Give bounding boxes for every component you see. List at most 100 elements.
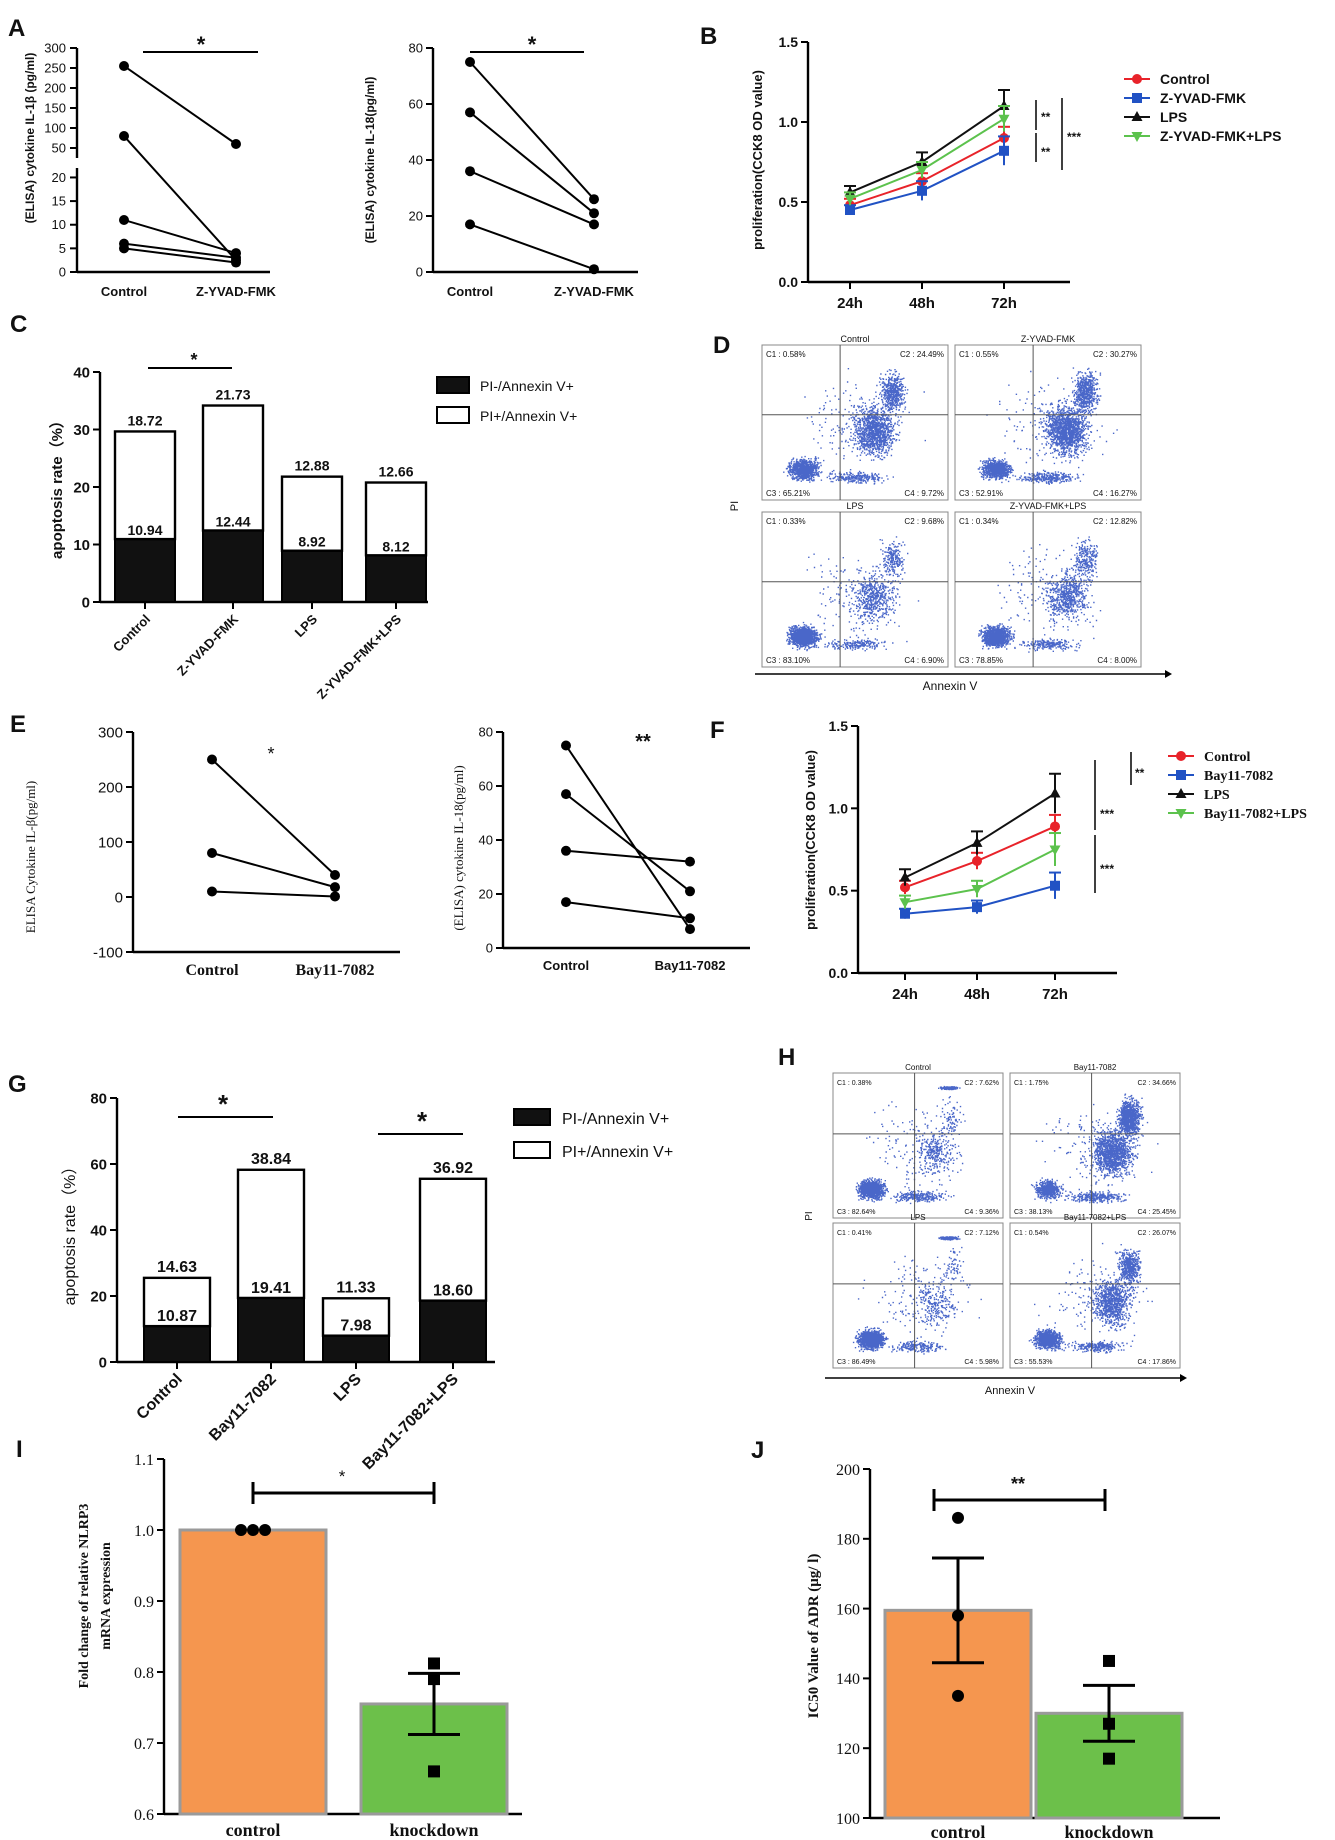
a1-y-lower-tick-3: 5 [59,241,66,256]
c-legend-label-0: PI-/Annexin V+ [480,378,574,394]
g-bar-upper-3 [418,1177,488,1302]
d-gate-c2-0: C2 : 24.49% [900,350,944,359]
e2-point-treat-2 [685,856,695,867]
h-y-label: PI [804,1211,815,1220]
e1-y-tick-2: 100 [98,834,123,851]
c-label-lower-2: 8.92 [298,534,325,550]
a2-point-treat-1 [589,208,599,219]
b-y-tick-3: 1.5 [779,34,799,50]
i-point-0-1 [247,1524,259,1536]
c-y-tick-2: 20 [73,479,90,496]
a2-x-tick-1: Z-YVAD-FMK [554,284,635,299]
h-gate-c3-3: C3 : 55.53% [1014,1359,1053,1366]
g-sig-1: * [417,1106,428,1136]
g-bar-upper-2 [321,1297,391,1337]
j-y-tick-3: 160 [836,1601,860,1618]
chart-f: proliferation(CCK8 OD value) 0.0 0.5 1.0 1.… [803,718,1307,1003]
e1-y-tick-0: -100 [93,944,123,961]
g-label-lower-2: 7.98 [340,1318,371,1335]
b-sig-0: ** [1041,110,1051,124]
i-y-tick-0: 0.6 [134,1807,154,1824]
a1-pair-line-4 [123,247,237,264]
b-x-tick-2: 72h [991,295,1017,312]
c-label-upper-0: 18.72 [127,412,162,428]
g-x-tick-2: LPS [331,1371,365,1405]
i-y-tick-2: 0.8 [134,1665,154,1682]
d-gate-c3-1: C3 : 52.91% [959,489,1003,498]
f-legend-label-0: Control [1204,750,1251,765]
f-y-tick-3: 1.5 [829,718,849,734]
i-point-1-1 [428,1673,440,1686]
panel-labels: A B C D E F G H I J [8,15,795,1464]
e1-sig: * [267,744,274,764]
h-events-0 [855,1085,966,1205]
h-events-2 [852,1235,982,1355]
h-gate-c4-2: C4 : 5.98% [964,1359,999,1366]
a1-point-control-4 [119,243,129,254]
f-sig-0: *** [1100,807,1114,821]
j-point-0-2 [952,1689,964,1702]
b-y-tick-0: 0.0 [779,274,799,290]
f-point-3-2 [1049,845,1061,856]
a2-point-control-3 [465,219,475,230]
c-bar-upper-0 [113,430,177,541]
g-label-lower-3: 18.60 [433,1283,473,1300]
a1-sig: * [197,32,206,57]
d-gate-c4-3: C4 : 8.00% [1097,656,1137,665]
g-bar-upper-1 [236,1168,306,1300]
g-sig-0: * [218,1089,229,1119]
j-point-0-1 [952,1609,964,1622]
f-point-1-1 [972,902,982,913]
a1-point-control-1 [119,131,129,141]
f-legend-label-1: Bay11-7082 [1204,769,1273,784]
e2-point-treat-3 [685,913,695,924]
c-sig: * [190,350,197,370]
g-x-tick-3: Bay11-7082+LPS [360,1371,463,1474]
c-label-lower-1: 12.44 [215,513,250,529]
d-gate-c3-3: C3 : 78.85% [959,656,1003,665]
e1-pair-line-1 [211,852,336,889]
g-legend-label-1: PI+/Annexin V+ [562,1144,673,1161]
panel-label-h: H [778,1044,795,1071]
chart-h: PI Annexin V C1 : 0.38% C2 : 7.62% C3 : 82… [804,1063,1187,1397]
f-x-tick-0: 24h [892,986,918,1003]
g-bar-lower-3 [419,1299,487,1363]
panel-label-j: J [751,1437,764,1464]
c-bar-lower-1 [202,529,264,603]
j-point-0-0 [952,1511,964,1524]
a2-point-control-2 [465,166,475,177]
g-bar-upper-0 [142,1276,212,1328]
a2-point-treat-0 [589,194,599,205]
panel-label-d: D [713,332,730,359]
i-sig: * [339,1467,346,1486]
b-point-3-2 [998,114,1010,125]
f-y-label: proliferation(CCK8 OD value) [803,750,818,930]
chart-c: apoptosis rate（%） 0 10 20 30 40 10.94 18.72 12.… [48,350,577,702]
i-y-label-line-0: Fold change of relative NLRP3 [77,1504,92,1689]
e1-point-control-0 [207,754,217,765]
e2-y-tick-1: 20 [479,887,493,902]
h-plot-title-1: Bay11-7082 [1074,1063,1117,1072]
h-gate-c1-2: C1 : 0.41% [837,1230,872,1237]
h-gate-c3-2: C3 : 86.49% [837,1359,876,1366]
c-label-upper-3: 12.66 [378,464,413,480]
h-events-1 [1030,1093,1159,1204]
i-point-1-0 [428,1657,440,1670]
g-label-lower-0: 10.87 [157,1308,197,1325]
chart-b: proliferation(CCK8 OD value) 0.0 0.5 1.0 1.… [750,34,1281,312]
j-point-1-0 [1103,1654,1115,1667]
h-plot-title-0: Control [905,1063,931,1072]
h-gate-c2-2: C2 : 7.12% [964,1230,999,1237]
i-point-0-0 [235,1524,247,1536]
j-y-tick-4: 180 [836,1532,860,1549]
b-y-label: proliferation(CCK8 OD value) [750,70,765,250]
d-plot-2: C1 : 0.33% C2 : 9.68% C3 : 83.10% C4 : 6.90… [761,501,949,668]
j-sig: ** [1011,1474,1025,1494]
d-events-2 [786,536,920,652]
i-y-tick-3: 0.9 [134,1594,154,1611]
e2-x-tick-0: Control [543,958,589,973]
g-label-upper-0: 14.63 [157,1259,197,1276]
a1-y-lower-tick-0: 20 [52,170,66,185]
f-point-3-1 [971,885,983,896]
f-legend-marker-3 [1175,809,1187,819]
